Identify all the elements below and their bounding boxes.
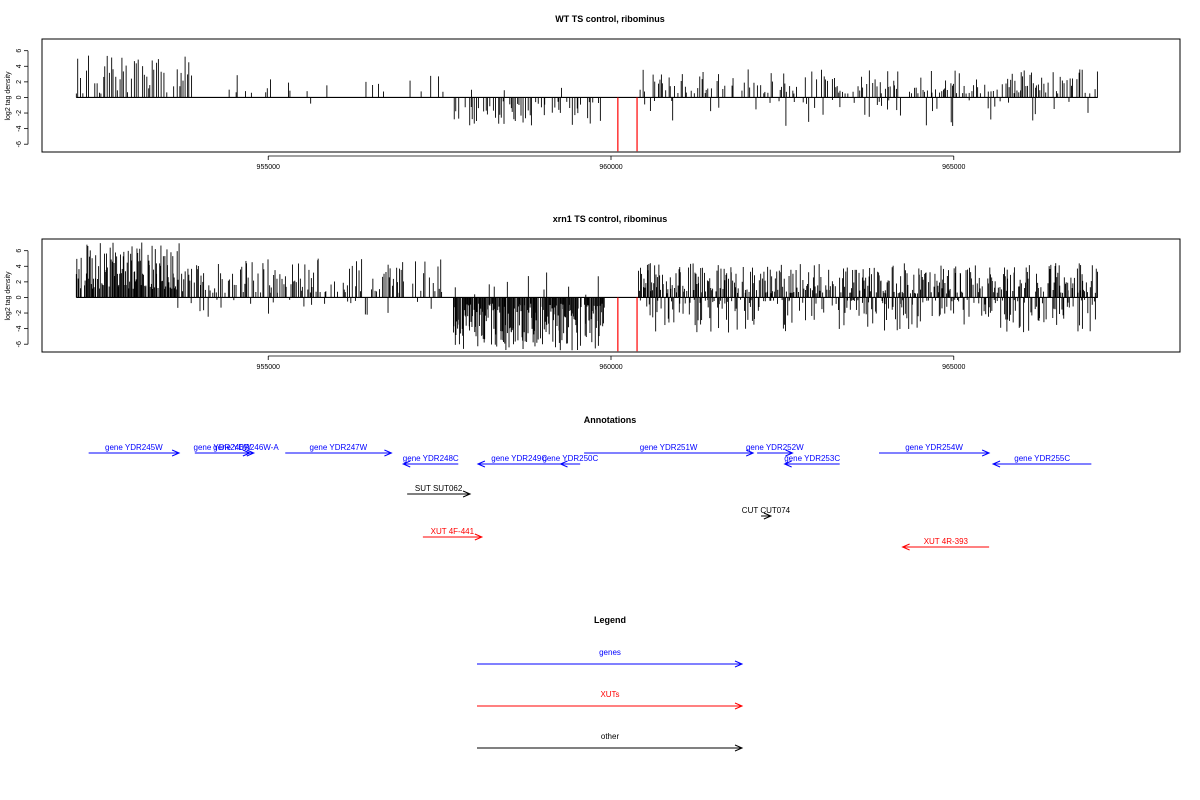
x-tick-label: 955000 — [257, 364, 280, 371]
xrn1-plot-frame — [41, 238, 1181, 353]
feature-label: gene YDR255C — [1014, 454, 1070, 463]
legend-item-xuts: XUTs — [477, 690, 744, 710]
feature-label: CUT CUT074 — [742, 506, 791, 515]
y-tick-label: 2 — [16, 280, 23, 284]
arrow-head — [901, 543, 910, 551]
arrow-head — [474, 533, 484, 541]
annotation-feature: gene YDR250C — [542, 454, 599, 468]
y-tick-label: -6 — [16, 141, 23, 147]
feature-label: gene YDR249C — [491, 454, 547, 463]
arrow-head — [462, 490, 472, 498]
y-tick-label: 0 — [16, 295, 23, 299]
xrn1-bars — [75, 242, 1099, 351]
feature-label: gene YDR250C — [542, 454, 598, 463]
arrow-head — [991, 460, 1001, 468]
y-tick-label: 4 — [16, 264, 23, 268]
arrow-head — [783, 460, 792, 468]
xrn1-highlight-bars — [617, 297, 638, 352]
arrow-head — [171, 449, 181, 457]
x-tick-label: 955000 — [257, 164, 280, 171]
y-tick-label: 2 — [16, 80, 23, 84]
xrn1-track-panel: xrn1 TS control, ribominus log2 tag dens… — [5, 214, 1181, 371]
feature-label: gene YDR247W — [310, 443, 368, 452]
feature-label: gene YDR253C — [784, 454, 840, 463]
arrow-head — [785, 449, 794, 457]
annotation-feature: SUT SUT062 — [407, 484, 472, 498]
wt-x-axis: 955000 960000 965000 — [257, 155, 966, 171]
feature-label: gene YDR246W-A — [213, 443, 279, 452]
y-tick-label: -4 — [16, 325, 23, 331]
wt-track-title: WT TS control, ribominus — [555, 14, 665, 24]
xrn1-y-axis: 6 4 2 0 -2 -4 -6 — [16, 249, 29, 347]
legend-label: XUTs — [600, 690, 619, 699]
x-tick-label: 960000 — [599, 164, 622, 171]
feature-label: XUT 4F-441 — [431, 527, 475, 536]
xrn1-y-axis-label: log2 tag density — [5, 271, 12, 321]
wt-track-panel: WT TS control, ribominus log2 tag densit… — [5, 14, 1181, 171]
annotations-title: Annotations — [584, 415, 637, 425]
arrow-head — [476, 460, 486, 468]
annotations-panel: Annotations gene YDR245W gene YDR246Wgene… — [88, 415, 1092, 551]
arrow-head — [401, 460, 411, 468]
wt-highlight-bars — [617, 97, 638, 152]
xrn1-x-axis: 955000 960000 965000 — [257, 355, 966, 371]
feature-label: gene YDR246W — [194, 443, 252, 452]
legend-title: Legend — [594, 615, 626, 625]
annotation-feature: XUT 4F-441 — [422, 527, 484, 541]
feature-label: gene YDR251W — [640, 443, 698, 452]
wt-y-axis: 6 4 2 0 -2 -4 -6 — [16, 49, 29, 147]
wt-plot-frame — [41, 38, 1181, 153]
arrow-head — [246, 449, 256, 457]
y-tick-label: 6 — [16, 249, 23, 253]
annotation-feature: gene YDR253C — [783, 454, 840, 468]
annotation-feature: gene YDR245W — [88, 443, 181, 457]
annotation-feature: gene YDR255C — [991, 454, 1092, 468]
legend-panel: Legend genes XUTs other — [477, 615, 744, 752]
arrow-head — [981, 449, 991, 457]
legend-arrow-head — [734, 660, 744, 668]
feature-label: gene YDR245W — [105, 443, 163, 452]
y-tick-label: 6 — [16, 49, 23, 53]
x-tick-label: 965000 — [942, 364, 965, 371]
feature-label: SUT SUT062 — [415, 484, 463, 493]
annotation-feature: gene YDR249C — [476, 454, 561, 468]
feature-label: gene YDR254W — [905, 443, 963, 452]
annotation-feature: XUT 4R-393 — [901, 537, 990, 551]
legend-item-other: other — [477, 732, 744, 752]
y-tick-label: -2 — [16, 310, 23, 316]
y-tick-label: -2 — [16, 110, 23, 116]
wt-bars — [75, 55, 1098, 126]
annotation-feature: CUT CUT074 — [742, 506, 791, 520]
legend-label: other — [601, 732, 620, 741]
annotation-feature: gene YDR247W — [285, 443, 393, 457]
annotation-feature: gene YDR252W — [746, 443, 804, 457]
annotation-feature: gene YDR254W — [879, 443, 991, 457]
legend-arrow-head — [734, 702, 744, 710]
arrow-head — [384, 449, 393, 457]
legend-arrow-head — [734, 744, 744, 752]
x-tick-label: 965000 — [942, 164, 965, 171]
y-tick-label: -6 — [16, 341, 23, 347]
arrow-head — [745, 449, 755, 457]
legend-item-genes: genes — [477, 648, 744, 668]
legend-label: genes — [599, 648, 621, 657]
annotation-feature: gene YDR246W-A — [213, 443, 279, 457]
arrow-head — [559, 460, 568, 468]
y-tick-label: 4 — [16, 64, 23, 68]
xrn1-track-title: xrn1 TS control, ribominus — [553, 214, 668, 224]
feature-label: gene YDR248C — [403, 454, 459, 463]
y-tick-label: 0 — [16, 95, 23, 99]
y-tick-label: -4 — [16, 125, 23, 131]
feature-label: gene YDR252W — [746, 443, 804, 452]
wt-y-axis-label: log2 tag density — [5, 71, 12, 121]
annotation-feature: gene YDR251W — [584, 443, 755, 457]
arrow-head — [763, 512, 773, 520]
feature-label: XUT 4R-393 — [924, 537, 969, 546]
x-tick-label: 960000 — [599, 364, 622, 371]
annotation-feature: gene YDR248C — [401, 454, 459, 468]
legend-items: genes XUTs other — [477, 648, 744, 752]
